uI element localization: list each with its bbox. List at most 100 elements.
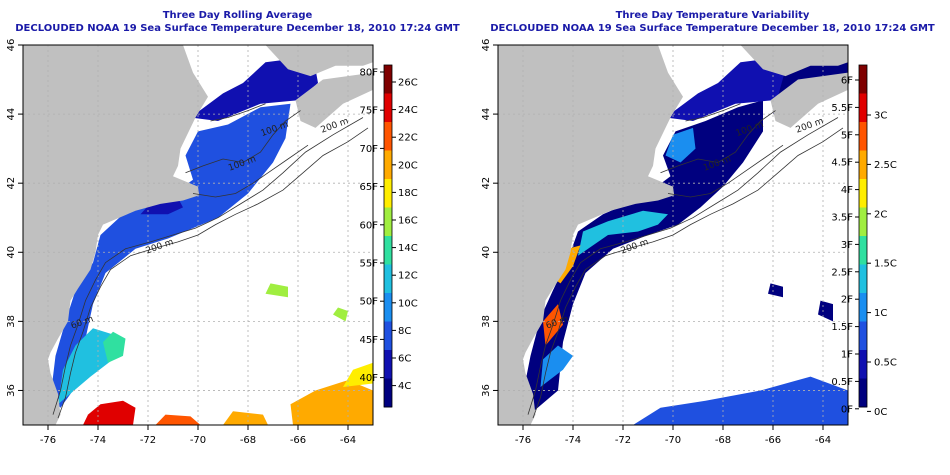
depth-contour <box>192 144 309 198</box>
colorbar-frame <box>858 64 868 408</box>
map-subtitle: DECLOUDED NOAA 19 Sea Surface Temperatur… <box>490 23 935 34</box>
colorbar-segment <box>859 150 867 180</box>
colorbar-label-f: 2F <box>841 295 853 306</box>
depth-contour <box>685 103 741 122</box>
colorbar-label-c: 18C <box>398 188 418 199</box>
colorbar-label-c: 26C <box>398 78 418 89</box>
x-tick-label: -74 <box>90 435 106 446</box>
x-tick-label: -72 <box>140 435 156 446</box>
y-tick-label: 46 <box>481 39 492 52</box>
sst-region <box>83 400 136 425</box>
sst-average-panel: Three Day Rolling Average DECLOUDED NOAA… <box>6 10 460 446</box>
x-tick-label: -66 <box>765 435 781 446</box>
colorbar-label-f: 60F <box>360 220 379 231</box>
colorbar-label-c: 2.5C <box>874 160 897 171</box>
colorbar-label-f: 3F <box>841 240 853 251</box>
x-tick-label: -70 <box>665 435 681 446</box>
colorbar-label-f: 1F <box>841 350 853 361</box>
sst-region <box>523 100 763 419</box>
colorbar-label-f: 2.5F <box>831 267 853 278</box>
colorbar-label-c: 2C <box>874 209 887 220</box>
colorbar-segment <box>384 150 392 180</box>
y-tick-label: 36 <box>481 384 492 397</box>
depth-contour <box>532 127 844 419</box>
map-title: Three Day Rolling Average <box>162 10 313 21</box>
colorbar-segment <box>859 293 867 322</box>
colorbar-segment <box>859 378 867 408</box>
colorbar-segment <box>384 321 392 351</box>
x-tick-label: -64 <box>340 435 356 446</box>
sst-region <box>578 210 668 256</box>
land-mass <box>740 45 848 77</box>
colorbar-label-c: 1C <box>874 308 887 319</box>
colorbar-label-c: 3C <box>874 111 887 122</box>
x-tick-label: -74 <box>565 435 581 446</box>
colorbar-label-c: 10C <box>398 298 418 309</box>
colorbar-segment <box>859 321 867 351</box>
colorbar-label-f: 55F <box>360 259 379 270</box>
y-tick-label: 42 <box>481 177 492 190</box>
x-tick-label: -68 <box>240 435 256 446</box>
colorbar-label-f: 5F <box>841 130 853 141</box>
x-tick-label: -66 <box>290 435 306 446</box>
colorbar-label-c: 0C <box>874 407 887 418</box>
depth-contour <box>210 103 266 122</box>
y-tick-label: 44 <box>6 108 17 121</box>
colorbar-label-c: 20C <box>398 160 418 171</box>
colorbar-label-f: 40F <box>360 373 379 384</box>
colorbar-label-c: 4C <box>398 381 411 392</box>
sst-region <box>103 331 126 363</box>
sst-region <box>155 414 201 425</box>
colorbar-label-f: 0.5F <box>831 377 853 388</box>
colorbar-label-c: 8C <box>398 326 411 337</box>
sst-region <box>50 103 291 408</box>
sst-region <box>223 411 268 425</box>
y-tick-label: 38 <box>6 315 17 328</box>
sst-region <box>265 283 288 298</box>
colorbar-label-f: 0F <box>841 404 853 415</box>
depth-contour <box>185 110 301 174</box>
colorbar-label-f: 4F <box>841 185 853 196</box>
land-mass <box>23 45 208 425</box>
colorbar-label-c: 14C <box>398 243 418 254</box>
x-tick-label: -76 <box>515 435 531 446</box>
colorbar-segment <box>859 350 867 379</box>
sst-region <box>665 55 793 121</box>
colorbar-segment <box>384 378 392 408</box>
colorbar-segment <box>859 179 867 208</box>
colorbar-label-f: 65F <box>360 182 379 193</box>
y-tick-label: 44 <box>481 108 492 121</box>
sst-region <box>818 300 833 322</box>
colorbar-label-c: 12C <box>398 271 418 282</box>
colorbar-segment <box>384 65 392 94</box>
land-mass <box>498 45 683 425</box>
sst-region <box>540 345 573 387</box>
land-mass <box>265 45 373 77</box>
depth-contour <box>57 127 369 419</box>
x-tick-label: -72 <box>615 435 631 446</box>
colorbar-segment <box>859 65 867 94</box>
colorbar-label-c: 24C <box>398 105 418 116</box>
colorbar-label-c: 1.5C <box>874 259 897 270</box>
depth-contour <box>660 110 776 174</box>
y-tick-label: 46 <box>6 39 17 52</box>
y-tick-label: 36 <box>6 384 17 397</box>
y-tick-label: 40 <box>6 246 17 259</box>
y-tick-label: 40 <box>481 246 492 259</box>
colorbar-frame <box>383 64 393 408</box>
sst-region <box>333 307 348 322</box>
colorbar-label-c: 22C <box>398 133 418 144</box>
colorbar-segment <box>384 122 392 151</box>
sst-region <box>343 362 373 387</box>
depth-contour <box>52 117 364 415</box>
x-tick-label: -76 <box>40 435 56 446</box>
sst-region <box>58 328 116 405</box>
colorbar-label-f: 80F <box>360 68 379 79</box>
colorbar-label-f: 1.5F <box>831 322 853 333</box>
sst-region <box>633 376 848 425</box>
colorbar-label-c: 0.5C <box>874 358 897 369</box>
colorbar-segment <box>384 207 392 237</box>
